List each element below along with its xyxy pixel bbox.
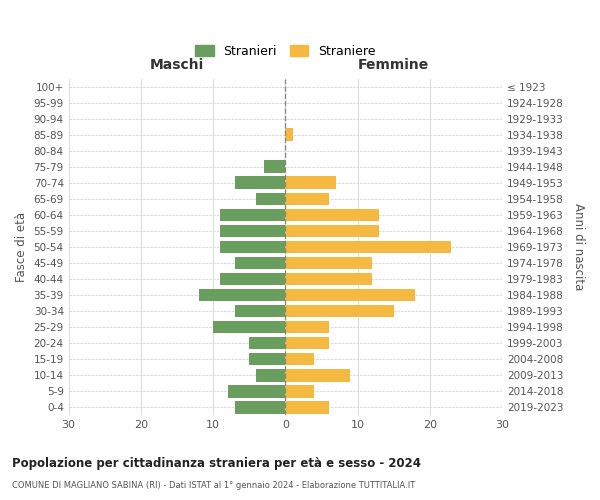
- Bar: [220, 272, 286, 285]
- Bar: [286, 384, 314, 398]
- Text: Popolazione per cittadinanza straniera per età e sesso - 2024: Popolazione per cittadinanza straniera p…: [12, 458, 421, 470]
- Bar: [263, 160, 286, 173]
- Text: Femmine: Femmine: [358, 58, 430, 72]
- Bar: [286, 272, 372, 285]
- Bar: [286, 352, 314, 366]
- Bar: [286, 336, 329, 349]
- Bar: [235, 176, 286, 190]
- Bar: [286, 128, 293, 141]
- Bar: [213, 320, 286, 334]
- Bar: [286, 256, 372, 270]
- Bar: [286, 240, 451, 254]
- Bar: [199, 288, 286, 302]
- Legend: Stranieri, Straniere: Stranieri, Straniere: [191, 42, 380, 62]
- Bar: [286, 400, 329, 413]
- Text: Maschi: Maschi: [150, 58, 204, 72]
- Bar: [286, 304, 394, 318]
- Bar: [249, 336, 286, 349]
- Bar: [286, 224, 379, 237]
- Bar: [256, 368, 286, 382]
- Bar: [256, 192, 286, 205]
- Bar: [286, 176, 336, 190]
- Bar: [286, 288, 415, 302]
- Bar: [235, 256, 286, 270]
- Bar: [235, 304, 286, 318]
- Bar: [220, 240, 286, 254]
- Bar: [286, 368, 350, 382]
- Text: COMUNE DI MAGLIANO SABINA (RI) - Dati ISTAT al 1° gennaio 2024 - Elaborazione TU: COMUNE DI MAGLIANO SABINA (RI) - Dati IS…: [12, 481, 415, 490]
- Bar: [220, 224, 286, 237]
- Bar: [286, 208, 379, 222]
- Bar: [220, 208, 286, 222]
- Bar: [227, 384, 286, 398]
- Bar: [286, 320, 329, 334]
- Y-axis label: Anni di nascita: Anni di nascita: [572, 204, 585, 290]
- Bar: [249, 352, 286, 366]
- Bar: [235, 400, 286, 413]
- Y-axis label: Fasce di età: Fasce di età: [15, 212, 28, 282]
- Bar: [286, 192, 329, 205]
